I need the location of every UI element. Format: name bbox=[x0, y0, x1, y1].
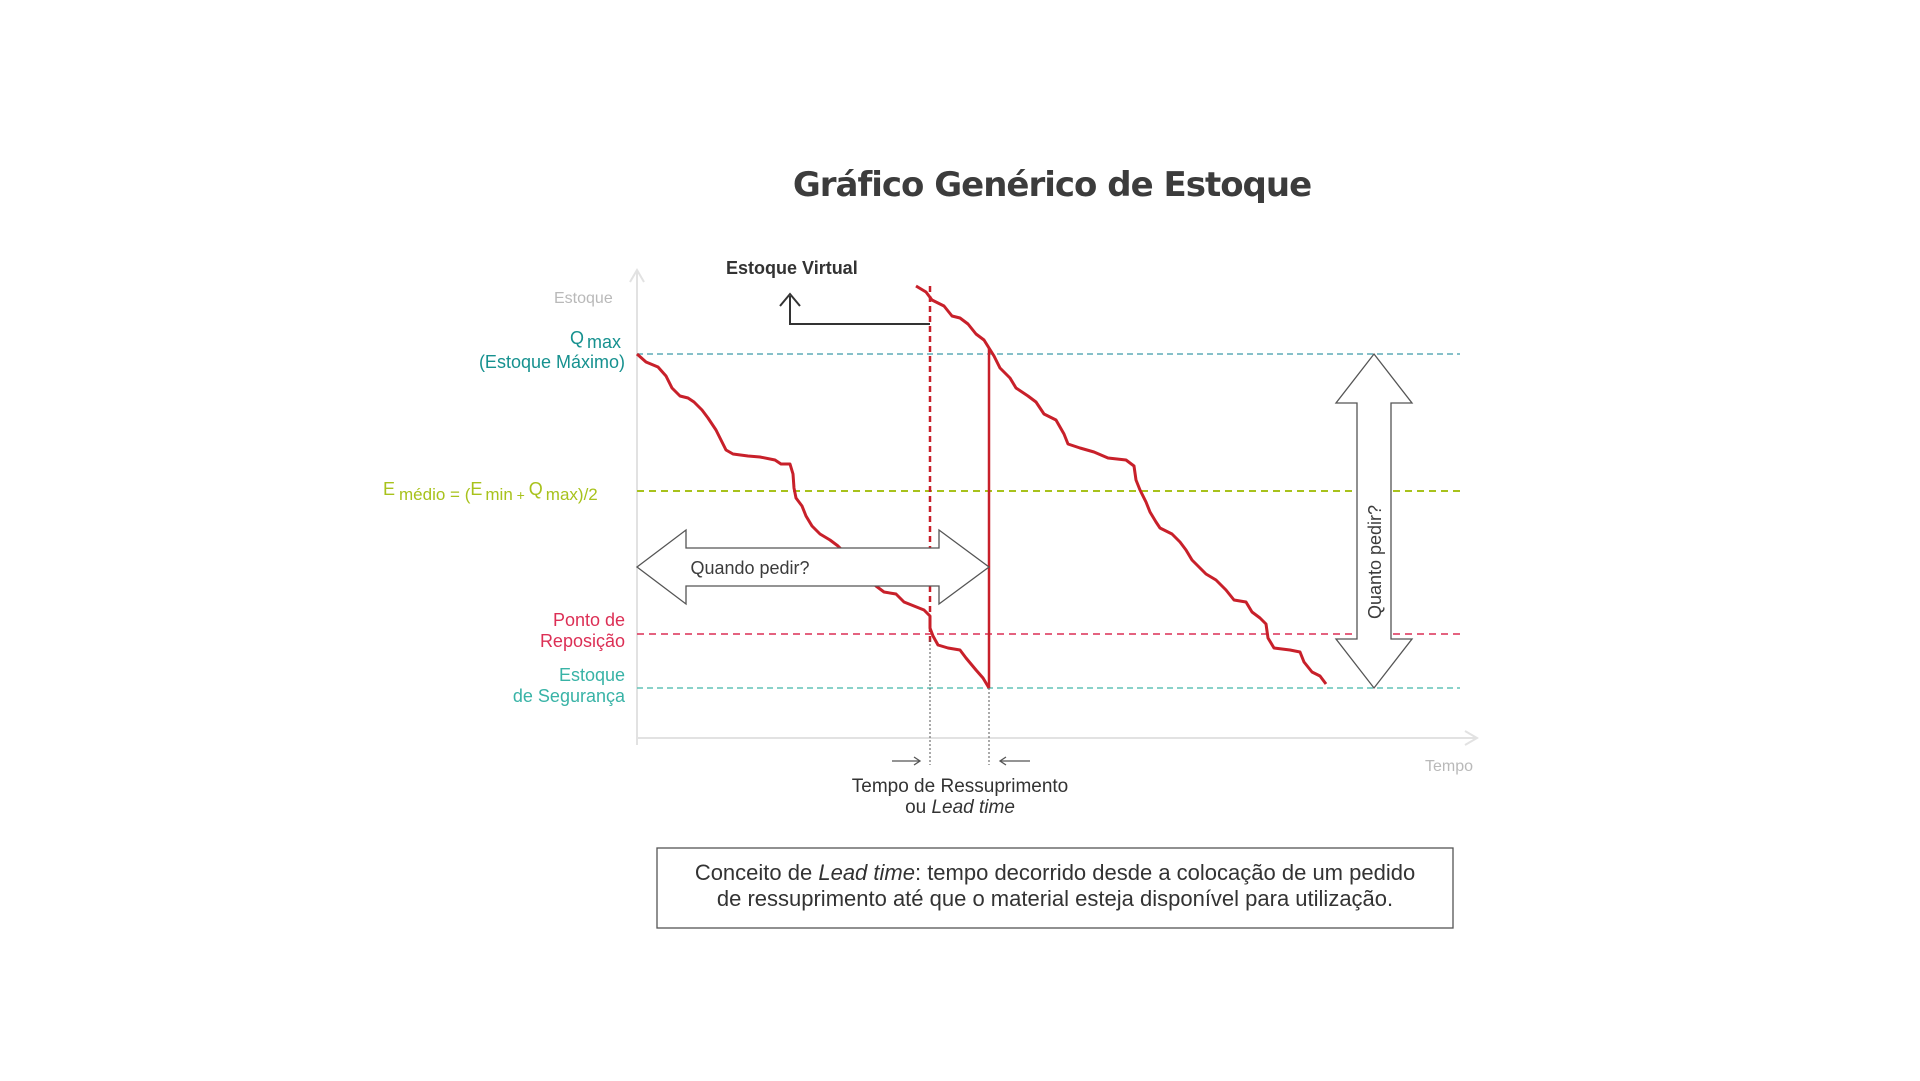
stock-line-cycle-2 bbox=[915, 284, 1328, 685]
left-arrow-icon bbox=[998, 756, 1007, 766]
right-arrow-icon bbox=[913, 756, 922, 766]
emedio-symbol: E bbox=[383, 479, 395, 499]
y-axis-arrow-icon bbox=[629, 268, 645, 283]
emedio-q: Q bbox=[529, 479, 543, 499]
emedio-sub2: min bbox=[485, 485, 512, 504]
emedio-e2: E bbox=[470, 479, 482, 499]
seguranca-line2: de Segurança bbox=[513, 686, 626, 706]
emedio-sub3: max bbox=[546, 485, 579, 504]
axes: Estoque Tempo bbox=[554, 268, 1479, 775]
concept-box bbox=[656, 847, 1454, 929]
estoque-virtual-label: Estoque Virtual bbox=[726, 258, 858, 278]
lead-time-prefix: ou bbox=[905, 797, 931, 818]
quando-pedir-arrow-icon bbox=[635, 528, 991, 606]
x-axis-arrow-icon bbox=[1464, 730, 1479, 746]
qmax-label: Q max (Estoque Máximo) bbox=[479, 328, 625, 372]
concept-prefix: Conceito de bbox=[695, 860, 819, 885]
concept-line2: de ressuprimento até que o material este… bbox=[717, 886, 1393, 911]
concept-rest: : tempo decorrido desde a colocação de u… bbox=[915, 860, 1415, 885]
x-axis-label: Tempo bbox=[1425, 758, 1473, 775]
quanto-pedir-label: Quanto pedir? bbox=[1365, 505, 1385, 619]
emedio-eq: = ( bbox=[445, 485, 470, 504]
qmax-symbol: Q bbox=[570, 328, 584, 348]
ponto-line2: Reposição bbox=[540, 631, 625, 651]
ponto-label: Ponto de Reposição bbox=[540, 610, 625, 651]
quanto-pedir-arrow-icon bbox=[1334, 352, 1414, 690]
y-axis-label: Estoque bbox=[554, 290, 613, 307]
concept-line1: Conceito de Lead time: tempo decorrido d… bbox=[695, 860, 1415, 885]
emedio-sub: médio bbox=[399, 485, 445, 504]
qmax-sub: max bbox=[587, 332, 621, 352]
ponto-line1: Ponto de bbox=[553, 610, 625, 630]
seguranca-label: Estoque de Segurança bbox=[513, 665, 626, 706]
lead-time-line2: ou Lead time bbox=[905, 797, 1015, 818]
up-arrow-icon bbox=[779, 292, 801, 307]
emedio-end: )/2 bbox=[578, 485, 598, 504]
emedio-plus: + bbox=[513, 487, 529, 503]
lead-time-arrows bbox=[892, 756, 1030, 766]
lead-time-line1: Tempo de Ressuprimento bbox=[852, 776, 1069, 797]
seguranca-line1: Estoque bbox=[559, 665, 625, 685]
quando-pedir-label: Quando pedir? bbox=[690, 558, 809, 578]
concept-italic: Lead time bbox=[818, 860, 915, 885]
chart-title: Gráfico Genérico de Estoque bbox=[793, 165, 1311, 205]
lead-time-italic: Lead time bbox=[931, 797, 1014, 818]
qmax-desc: (Estoque Máximo) bbox=[479, 352, 625, 372]
stock-line-cycle-1 bbox=[636, 352, 991, 689]
